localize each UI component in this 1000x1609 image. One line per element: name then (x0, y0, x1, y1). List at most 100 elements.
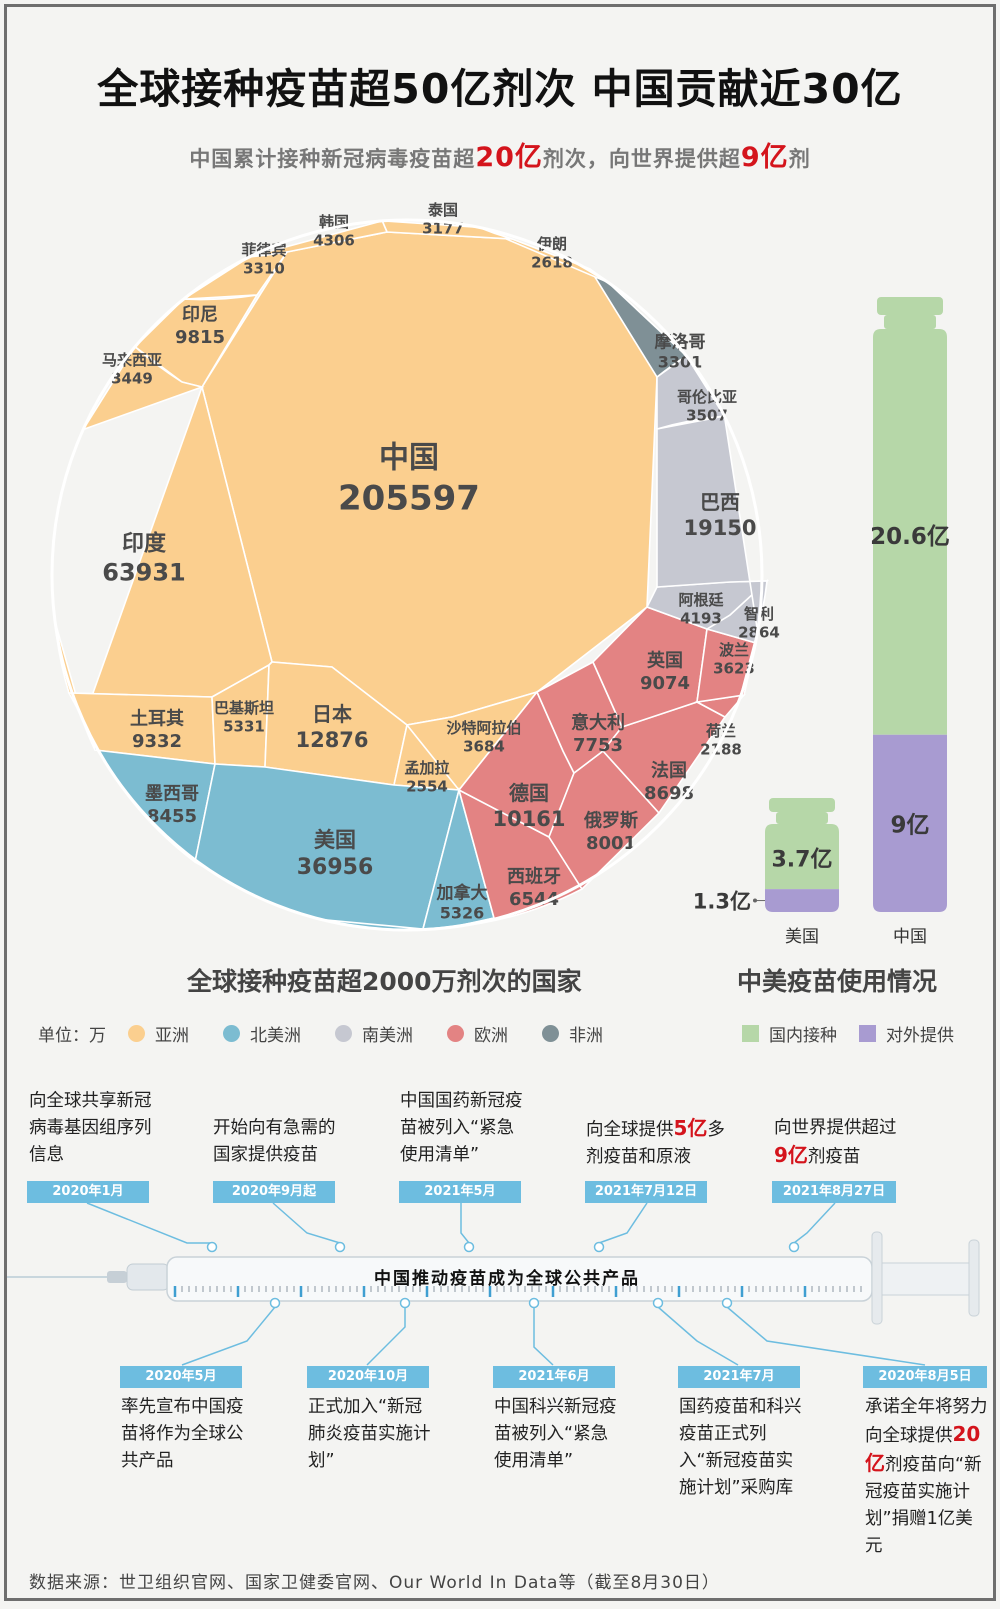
timeline-node-icon (721, 1297, 733, 1309)
domestic-square-icon (742, 1025, 759, 1042)
connector-top (598, 1202, 648, 1244)
cell-label-value: 2618 (531, 254, 573, 272)
voronoi-treemap-chart: 中国205597印度63931日本12876印尼9815土耳其9332巴基斯坦5… (50, 201, 780, 932)
bar-label-domestic: 20.6亿 (870, 524, 950, 550)
cell-label-value: 4306 (313, 232, 355, 250)
cell-label-value: 3684 (463, 738, 505, 756)
subtitle-text-1: 中国累计接种新冠病毒疫苗超 (189, 147, 476, 171)
cell-label-name: 孟加拉 (404, 759, 449, 777)
vial-neck (776, 812, 828, 824)
cell-label-name: 意大利 (571, 711, 625, 733)
cell-label-name: 哥伦比亚 (677, 388, 737, 406)
bar-chart-title: 中美疫苗使用情况 (737, 967, 938, 996)
timeline-node-icon (334, 1241, 346, 1253)
unit-label: 单位：万 (38, 1026, 106, 1046)
cell-label-value: 10161 (492, 807, 565, 831)
cell-label-name: 巴西 (700, 490, 740, 514)
cell-label-name: 摩洛哥 (655, 331, 706, 352)
timeline-top-date-2: 2020年9月起 (213, 1181, 335, 1203)
page-subtitle: 中国累计接种新冠病毒疫苗超20亿剂次，向世界提供超9亿剂 (7, 135, 993, 174)
cell-label-name: 印尼 (182, 304, 218, 325)
bar-export (873, 734, 947, 912)
bar-label-export: 1.3亿 (693, 890, 751, 914)
bar-label-domestic: 3.7亿 (772, 848, 833, 873)
cell-label-name: 马来西亚 (102, 351, 162, 369)
timeline-top-text-3: 中国国药新冠疫苗被列入“紧急使用清单” (400, 1091, 523, 1165)
timeline-top-text-5: 向世界提供超过9亿剂疫苗 (774, 1118, 897, 1167)
bar-domestic (873, 329, 947, 735)
bar-domestic (765, 824, 839, 890)
bar-legend: 国内接种 对外提供 (742, 1021, 954, 1046)
cell-label-name: 巴基斯坦 (214, 699, 274, 717)
europe-dot-icon (447, 1025, 464, 1042)
south-america-dot-icon (335, 1025, 352, 1042)
timeline-top-text-2: 开始向有急需的国家提供疫苗 (213, 1118, 336, 1165)
continent-legend: 单位：万 亚洲 北美洲 南美洲 欧洲 非洲 (38, 1021, 637, 1046)
north-america-dot-icon (223, 1025, 240, 1042)
cell-label-value: 4193 (680, 610, 722, 628)
cell-label-name: 阿根廷 (678, 591, 724, 609)
plunger-head (968, 1239, 980, 1317)
timeline-bottom-date-3: 2021年6月 (493, 1366, 615, 1388)
bar-category-label: 美国 (785, 927, 819, 947)
cell-label-value: 3623 (713, 660, 755, 678)
treemap-outline (50, 218, 764, 932)
bar-category-label: 中国 (893, 927, 927, 947)
asia-dot-icon (128, 1025, 145, 1042)
needle-hub (107, 1271, 127, 1283)
legend-item-export: 对外提供 (859, 1021, 954, 1046)
cell-label-name: 英国 (646, 649, 683, 671)
cell-label-name: 俄罗斯 (583, 809, 638, 831)
cell-label-value: 2554 (406, 778, 448, 796)
cell-label-name: 泰国 (427, 201, 458, 219)
legend-item-europe: 欧洲 (447, 1021, 508, 1046)
cell-label-value: 9815 (175, 327, 225, 348)
cell-label-value: 8455 (147, 806, 197, 827)
africa-dot-icon (542, 1025, 559, 1042)
cell-label-value: 3301 (658, 353, 703, 372)
subtitle-highlight-2: 9亿 (740, 142, 789, 173)
cell-label-name: 德国 (509, 781, 549, 805)
vial-neck (884, 315, 936, 329)
vial-cap (769, 798, 835, 812)
legend-item-africa: 非洲 (542, 1021, 603, 1046)
cell-label-value: 8001 (586, 833, 636, 854)
legend-item-domestic: 国内接种 (742, 1021, 837, 1046)
cell-label-name: 美国 (314, 828, 356, 852)
timeline-top-date-5: 2021年8月27日 (772, 1181, 896, 1203)
timeline-bottom-text-3: 中国科兴新冠疫苗被列入“紧急使用清单” (494, 1397, 617, 1471)
cell-label-name: 加拿大 (436, 882, 488, 903)
timeline-bottom-date-4: 2021年7月 (678, 1366, 800, 1388)
bar-export (765, 889, 839, 912)
leader-dot-icon (753, 898, 757, 903)
timeline-top-date-4: 2021年7月12日 (585, 1181, 707, 1203)
subtitle-text-3: 剂 (788, 147, 811, 171)
connector-bottom (657, 1306, 739, 1366)
timeline-node-icon (399, 1297, 411, 1309)
treemap-cells (54, 219, 770, 931)
cell-label-name: 法国 (651, 759, 687, 781)
timeline-node-icon (528, 1297, 540, 1309)
timeline-bottom-text-5: 承诺全年将努力向全球提供20亿剂疫苗向“新冠疫苗实施计划”捐赠1亿美元 (865, 1397, 988, 1556)
bar-label-export: 9亿 (890, 812, 929, 838)
connector-bottom (533, 1307, 554, 1366)
cell-label-name: 沙特阿拉伯 (446, 719, 521, 737)
timeline-bottom-date-2: 2020年10月 (307, 1366, 429, 1388)
timeline-bottom-text-1: 率先宣布中国疫苗将作为全球公共产品 (121, 1397, 244, 1471)
connector-bottom (181, 1306, 276, 1366)
barrel-flange (871, 1231, 883, 1325)
timeline-top-date-1: 2020年1月 (27, 1181, 149, 1203)
cell-label-value: 3310 (243, 260, 285, 278)
connector-bottom (366, 1307, 406, 1366)
page-title: 全球接种疫苗超50亿剂次 中国贡献近30亿 (97, 65, 903, 113)
infographic: 全球接种疫苗超50亿剂次 中国贡献近30亿 中国累计接种新冠病毒疫苗超20亿剂次… (4, 4, 996, 1601)
cell-label-name: 波兰 (719, 641, 749, 659)
timeline-top-text-1: 向全球共享新冠病毒基因组序列信息 (29, 1091, 152, 1165)
vial-cap (877, 297, 943, 315)
legend-item-asia: 亚洲 (128, 1021, 189, 1046)
cell-label-name: 西班牙 (507, 866, 561, 887)
subtitle-text-2: 剂次，向世界提供超 (542, 147, 741, 171)
cell-label-name: 土耳其 (130, 708, 184, 729)
